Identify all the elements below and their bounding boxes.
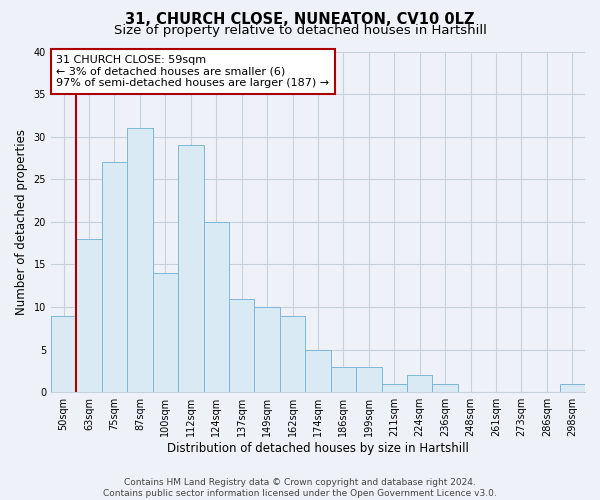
Bar (102, 162, 127, 392)
Bar (331, 366, 356, 392)
Bar (407, 375, 433, 392)
Bar (152, 273, 178, 392)
Bar (127, 128, 152, 392)
Text: Contains HM Land Registry data © Crown copyright and database right 2024.
Contai: Contains HM Land Registry data © Crown c… (103, 478, 497, 498)
Text: 31 CHURCH CLOSE: 59sqm
← 3% of detached houses are smaller (6)
97% of semi-detac: 31 CHURCH CLOSE: 59sqm ← 3% of detached … (56, 55, 329, 88)
X-axis label: Distribution of detached houses by size in Hartshill: Distribution of detached houses by size … (167, 442, 469, 455)
Bar (560, 384, 585, 392)
Bar (203, 222, 229, 392)
Bar (178, 145, 203, 392)
Bar (229, 298, 254, 392)
Text: 31, CHURCH CLOSE, NUNEATON, CV10 0LZ: 31, CHURCH CLOSE, NUNEATON, CV10 0LZ (125, 12, 475, 28)
Bar (356, 366, 382, 392)
Text: Size of property relative to detached houses in Hartshill: Size of property relative to detached ho… (113, 24, 487, 37)
Bar (51, 316, 76, 392)
Bar (254, 307, 280, 392)
Y-axis label: Number of detached properties: Number of detached properties (15, 129, 28, 315)
Bar (76, 239, 102, 392)
Bar (382, 384, 407, 392)
Bar (280, 316, 305, 392)
Bar (433, 384, 458, 392)
Bar (305, 350, 331, 392)
